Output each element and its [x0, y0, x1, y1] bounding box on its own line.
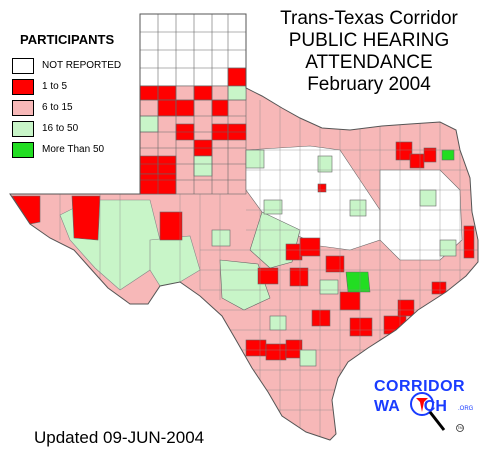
hill-country-green-region — [219, 259, 271, 311]
texas-state-border — [9, 13, 479, 441]
legend-item-more-than-50: More Than 50 — [12, 139, 134, 160]
county-lines — [59, 100, 478, 440]
title-line-1: Trans-Texas Corridor — [280, 8, 458, 29]
texas-state-fill — [10, 14, 478, 440]
logo-text-watch-b: CH — [423, 398, 447, 415]
title-line-2: PUBLIC HEARING — [288, 30, 450, 51]
title-line-3: ATTENDANCE — [305, 52, 433, 73]
legend-swatch — [12, 120, 34, 137]
legend-swatch — [12, 78, 34, 95]
legend: PARTICIPANTS NOT REPORTED 1 to 5 6 to 15… — [12, 32, 134, 160]
hudspeth-region-red — [71, 195, 101, 241]
panhandle-county-grid — [139, 14, 247, 195]
county-bright-green — [441, 149, 455, 161]
logo-text-corridor: CORRIDOR — [374, 378, 466, 395]
updated-date: Updated 09-JUN-2004 — [34, 428, 205, 447]
more-than-50-county — [345, 271, 371, 293]
corridor-watch-logo: CORRIDOR WA CH .ORG TM — [370, 376, 480, 436]
logo-text-watch: WA CH — [374, 398, 447, 416]
logo-text-org: .ORG — [458, 406, 474, 412]
legend-label: 1 to 5 — [42, 81, 68, 92]
el-paso-region-red — [11, 195, 41, 225]
legend-label: More Than 50 — [42, 144, 105, 155]
legend-item-1-to-5: 1 to 5 — [12, 76, 134, 97]
legend-label: NOT REPORTED — [42, 60, 122, 71]
legend-label: 16 to 50 — [42, 123, 79, 134]
legend-swatch — [12, 99, 34, 116]
county-red — [159, 211, 183, 241]
red-county-clusters — [245, 141, 475, 361]
title-line-4: February 2004 — [307, 74, 431, 95]
magnifier-icon — [410, 392, 464, 432]
green-county-scatter — [211, 149, 457, 367]
map-title: Trans-Texas Corridor PUBLIC HEARING ATTE… — [250, 8, 488, 96]
logo-text-tm: TM — [457, 425, 463, 430]
legend-label: 6 to 15 — [42, 102, 73, 113]
legend-heading: PARTICIPANTS — [20, 32, 115, 47]
legend-item-not-reported: NOT REPORTED — [12, 55, 134, 76]
logo-text-watch-a: WA — [374, 398, 400, 415]
legend-item-16-to-50: 16 to 50 — [12, 118, 134, 139]
legend-swatch — [12, 141, 34, 158]
legend-swatch — [12, 57, 34, 74]
legend-item-6-to-15: 6 to 15 — [12, 97, 134, 118]
